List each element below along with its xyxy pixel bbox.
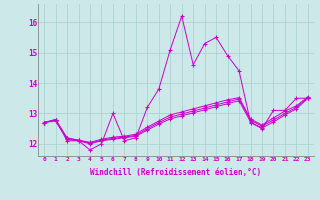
- X-axis label: Windchill (Refroidissement éolien,°C): Windchill (Refroidissement éolien,°C): [91, 168, 261, 177]
